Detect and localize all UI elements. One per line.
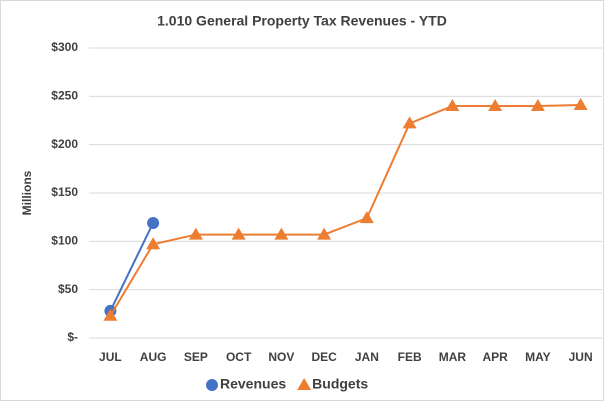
y-tick-label: $250 [51,89,78,103]
x-tick-label: JUN [569,350,593,364]
y-tick-label: $100 [51,234,78,248]
chart-title: 1.010 General Property Tax Revenues - YT… [157,13,447,29]
y-tick-label: $- [67,330,78,344]
data-point [573,98,588,111]
x-tick-label: MAY [525,350,551,364]
x-tick-label: NOV [268,350,294,364]
y-tick-label: $300 [51,40,78,54]
data-point [530,99,545,111]
legend-label: Budgets [312,376,368,392]
data-point [402,116,417,129]
data-point [146,237,161,250]
x-tick-label: JAN [355,350,379,364]
y-tick-label: $50 [58,282,78,296]
x-tick-label: SEP [184,350,208,364]
legend-label: Revenues [220,376,286,392]
data-point [359,211,374,224]
legend-marker [206,379,218,391]
data-point [103,308,118,321]
data-point [274,227,289,240]
data-point [231,227,246,240]
series-line [109,222,155,312]
data-point [147,216,160,229]
series-line [109,104,581,317]
data-point [317,227,332,240]
x-tick-label: JUL [99,350,122,364]
x-tick-label: AUG [140,350,167,364]
x-tick-label: FEB [398,350,422,364]
x-tick-label: DEC [311,350,337,364]
x-tick-label: OCT [226,350,252,364]
x-tick-label: MAR [439,350,467,364]
y-axis-title: Millions [20,170,34,215]
data-point [188,227,203,240]
data-point [445,99,460,111]
x-tick-label: APR [482,350,508,364]
legend-marker [297,378,312,390]
y-tick-label: $150 [51,185,78,199]
y-tick-label: $200 [51,137,78,151]
data-point [488,99,503,111]
